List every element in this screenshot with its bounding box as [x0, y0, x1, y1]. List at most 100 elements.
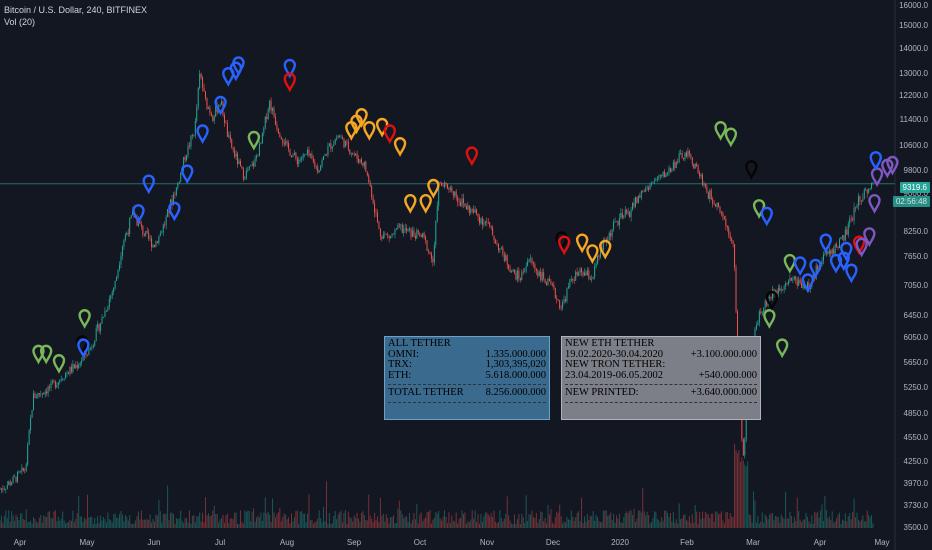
y-tick-label: 6450.0	[904, 311, 929, 320]
volume-bar	[191, 516, 193, 528]
volume-bar	[369, 515, 371, 528]
candle-body	[637, 195, 639, 203]
volume-bar	[218, 522, 220, 528]
marker-pin-icon	[855, 237, 868, 258]
candle-body	[152, 245, 154, 248]
volume-bar	[107, 512, 109, 528]
candle-body	[315, 166, 317, 168]
candle-body	[430, 253, 432, 259]
volume-bar	[843, 520, 845, 528]
marker-pin-icon	[829, 253, 843, 274]
candle-body	[11, 482, 13, 486]
volume-bar	[31, 523, 33, 528]
volume-bar	[376, 516, 378, 528]
volume-bar	[129, 515, 131, 528]
candle-body	[710, 190, 712, 200]
candle-body	[764, 300, 766, 308]
marker-pin-icon	[575, 233, 589, 254]
candle-body	[731, 238, 733, 241]
candle-body	[35, 397, 37, 399]
volume-bar	[678, 503, 680, 528]
volume-bar	[276, 514, 278, 528]
volume-bar	[726, 511, 728, 528]
volume-bar	[296, 510, 298, 528]
candle-body	[50, 382, 52, 388]
volume-bar	[301, 511, 303, 528]
candle-body	[815, 265, 817, 279]
candle-body	[362, 162, 364, 166]
volume-bar	[193, 515, 195, 528]
candle-body	[232, 147, 234, 150]
volume-bar	[317, 518, 319, 528]
volume-bar	[66, 522, 68, 528]
candle-body	[21, 467, 23, 472]
candle-body	[869, 188, 871, 190]
candle-body	[563, 299, 565, 303]
tether-row-omni: OMNI: 1.335.000.000	[388, 348, 546, 360]
volume-bar	[620, 521, 622, 528]
candle-body	[413, 230, 415, 236]
volume-bar	[266, 513, 268, 528]
volume-bar	[566, 516, 568, 528]
volume-bar	[836, 518, 838, 528]
candle-body	[513, 269, 515, 273]
candle-body	[707, 192, 709, 199]
y-tick-label: 4250.0	[904, 457, 929, 466]
marker-pin-icon	[142, 174, 155, 195]
volume-bar	[223, 522, 225, 528]
volume-bar	[804, 519, 806, 528]
volume-bar	[439, 518, 441, 528]
candle-body	[419, 232, 421, 236]
candle-body	[70, 366, 72, 372]
volume-bar	[869, 517, 871, 528]
volume-bar	[688, 516, 690, 528]
candle-body	[47, 386, 49, 394]
candle-body	[6, 484, 8, 489]
candle-body	[719, 206, 721, 213]
volume-bar	[583, 516, 585, 528]
candle-body	[830, 250, 832, 255]
candle-body	[333, 144, 335, 147]
marker-pin-icon	[819, 233, 832, 254]
volume-bar	[429, 510, 431, 528]
volume-bar	[203, 522, 205, 528]
volume-bar	[140, 510, 142, 528]
candle-body	[662, 171, 664, 176]
volume-bar	[24, 520, 26, 528]
volume-bar	[60, 518, 62, 528]
volume-bar	[795, 521, 797, 528]
candle-body	[37, 393, 39, 398]
volume-bar	[336, 519, 338, 528]
candle-body	[516, 270, 518, 280]
new-tether-annotation[interactable]: NEW ETH TETHER 19.02.2020-30.04.2020 +3.1…	[561, 336, 761, 420]
volume-bar	[483, 516, 485, 528]
candle-body	[54, 381, 56, 388]
new-tron-title: NEW TRON TETHER:	[565, 359, 666, 370]
volume-bar	[481, 521, 483, 528]
volume-bar	[346, 523, 348, 528]
candle-body	[199, 73, 201, 89]
volume-bar	[28, 521, 30, 528]
volume-bar	[407, 521, 409, 528]
candle-body	[639, 195, 641, 198]
candle-body	[411, 230, 413, 237]
candle-body	[566, 288, 568, 302]
candle-body	[562, 302, 564, 309]
volume-bar	[337, 514, 339, 528]
candle-body	[375, 212, 377, 214]
volume-bar	[840, 523, 842, 528]
candle-body	[694, 164, 696, 169]
candle-body	[646, 187, 648, 189]
volume-bar	[152, 518, 154, 528]
volume-bar	[477, 514, 479, 528]
candle-body	[640, 191, 642, 198]
candle-body	[153, 245, 155, 247]
volume-bar	[509, 520, 511, 528]
volume-bar	[715, 511, 717, 528]
volume-bar	[821, 504, 823, 528]
all-tether-annotation[interactable]: ALL TETHER OMNI: 1.335.000.000 TRX: 1,303,…	[384, 336, 550, 420]
x-tick-label: Mar	[746, 538, 760, 547]
x-tick-label: May	[79, 538, 94, 547]
candle-body	[723, 216, 725, 219]
